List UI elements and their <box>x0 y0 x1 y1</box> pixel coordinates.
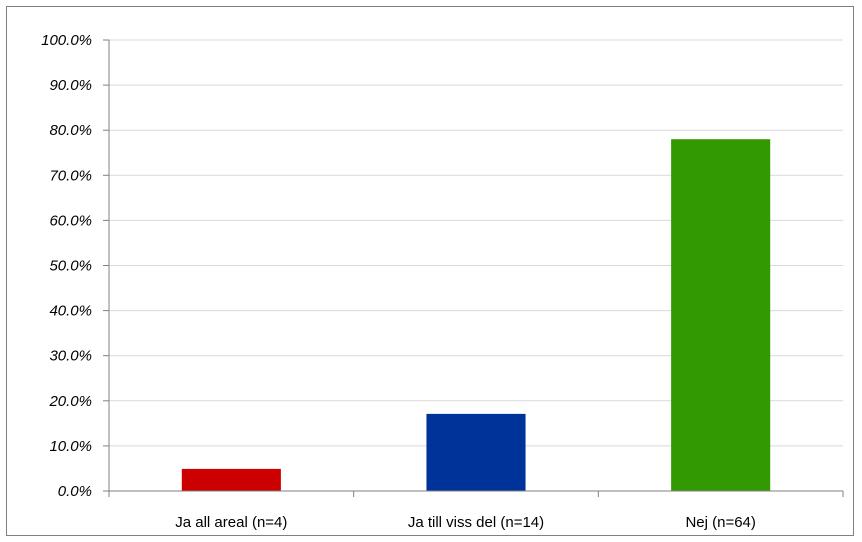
y-tick-label: 100.0% <box>41 32 92 49</box>
bar-3 <box>671 139 771 491</box>
bars <box>181 139 771 491</box>
y-tick-label: 50.0% <box>49 258 92 275</box>
y-tick-label: 30.0% <box>49 348 92 365</box>
y-tick-label: 80.0% <box>49 122 92 139</box>
x-tick-label: Nej (n=64) <box>685 514 755 531</box>
x-tick-labels: Ja all areal (n=4) Ja till viss del (n=14… <box>175 514 756 531</box>
y-tick-label: 90.0% <box>49 77 92 94</box>
x-tick-label: Ja all areal (n=4) <box>175 514 287 531</box>
x-tick-label: Ja till viss del (n=14) <box>408 514 544 531</box>
axes <box>103 39 844 497</box>
y-tick-label: 40.0% <box>49 303 92 320</box>
y-tick-label: 70.0% <box>49 167 92 184</box>
bar-1 <box>181 468 281 491</box>
y-tick-label: 0.0% <box>58 483 92 500</box>
y-tick-labels: 0.0% 10.0% 20.0% 30.0% 40.0% 50.0% 60.0% 70.0% 8… <box>41 32 92 500</box>
y-tick-label: 60.0% <box>49 212 92 229</box>
y-tick-label: 20.0% <box>48 393 92 410</box>
bar-2 <box>426 413 526 491</box>
y-tick-label: 10.0% <box>49 438 92 455</box>
